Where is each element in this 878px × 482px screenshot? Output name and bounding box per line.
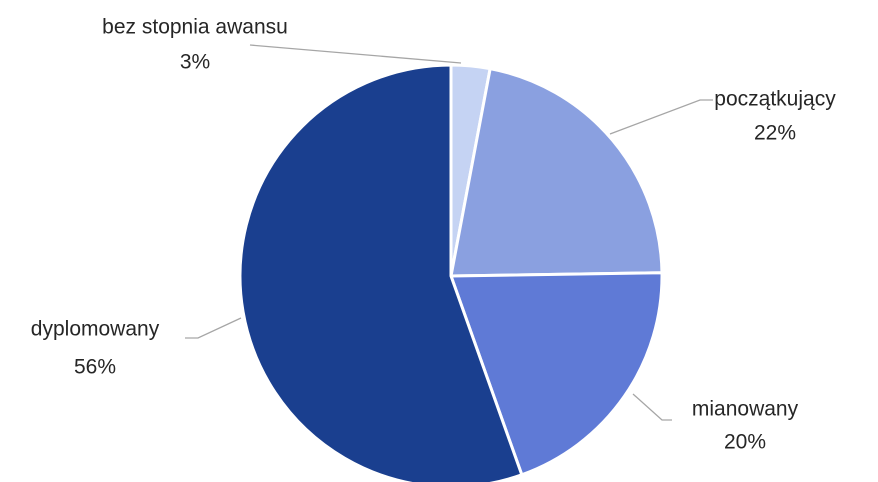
pie-slice <box>449 66 664 278</box>
slice-value-label: 20% <box>724 431 766 454</box>
slice-label: bez stopnia awansu <box>102 16 288 39</box>
leader-line <box>632 393 672 421</box>
slice-value-label: 56% <box>74 356 116 379</box>
leader-line <box>249 44 462 64</box>
pie-slice <box>238 63 524 482</box>
slice-label: początkujący <box>714 88 836 111</box>
slice-value-label: 22% <box>754 122 796 145</box>
leader-line <box>609 99 713 135</box>
pie-slice <box>448 271 664 477</box>
slice-label: mianowany <box>692 398 799 421</box>
leader-line <box>185 317 242 339</box>
slice-value-label: 3% <box>180 51 210 74</box>
slice-label: dyplomowany <box>31 318 160 341</box>
